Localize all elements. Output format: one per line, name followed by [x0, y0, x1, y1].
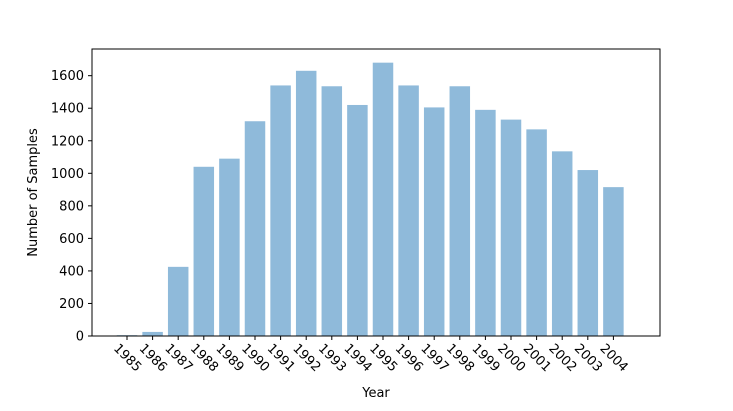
- bar-2003: [577, 170, 599, 336]
- x-tick-label: 1998: [443, 341, 477, 375]
- x-tick-label: 1985: [110, 341, 144, 375]
- x-tick-label: 2004: [597, 341, 631, 375]
- x-tick-label: 1991: [264, 341, 298, 375]
- y-tick-label: 1000: [51, 167, 84, 182]
- x-tick-label: 2000: [494, 341, 528, 375]
- x-tick-label: 1988: [187, 341, 221, 375]
- x-axis-label: Year: [361, 386, 390, 401]
- bar-1992: [295, 70, 317, 337]
- y-tick-label: 200: [59, 297, 84, 312]
- x-tick-label: 1987: [161, 341, 195, 375]
- bar-1990: [244, 121, 266, 337]
- x-tick-label: 2001: [520, 341, 554, 375]
- bar-2004: [603, 187, 624, 336]
- y-tick-label: 1400: [51, 102, 84, 117]
- y-tick-label: 1200: [51, 134, 84, 149]
- y-tick-label: 0: [76, 330, 84, 345]
- y-tick-label: 1600: [51, 69, 84, 84]
- y-tick-label: 800: [59, 199, 84, 214]
- x-tick-label: 1994: [341, 341, 375, 375]
- x-axis-ticks: 1985198619871988198919901991199219931994…: [110, 336, 631, 375]
- plot-frame: [91, 48, 661, 337]
- bar-2000: [500, 119, 522, 336]
- x-tick-label: 2003: [571, 341, 605, 375]
- bar-1998: [449, 86, 471, 336]
- x-tick-label: 1993: [315, 341, 349, 375]
- x-tick-label: 1995: [366, 341, 400, 375]
- x-tick-label: 1999: [469, 341, 503, 375]
- y-axis-label: Number of Samples: [26, 128, 41, 257]
- bar-2002: [551, 151, 573, 336]
- bars-group: [116, 62, 624, 337]
- x-tick-label: 1996: [392, 341, 426, 375]
- bar-1989: [219, 158, 240, 336]
- bar-2001: [526, 129, 547, 336]
- x-tick-label: 1986: [136, 341, 170, 375]
- y-tick-label: 600: [59, 232, 84, 247]
- x-tick-label: 1992: [289, 341, 323, 375]
- y-tick-label: 400: [59, 264, 84, 279]
- bar-1987: [167, 266, 189, 336]
- bar-1999: [475, 109, 496, 336]
- x-tick-label: 1989: [213, 341, 247, 375]
- x-tick-label: 1990: [238, 341, 272, 375]
- bar-1993: [321, 86, 343, 336]
- bar-1991: [270, 85, 291, 336]
- x-tick-label: 2002: [545, 341, 579, 375]
- bar-1996: [398, 85, 419, 336]
- bar-1997: [423, 107, 445, 336]
- y-axis-ticks: 0 200 400 600 800 1000 1200 1400 1600: [51, 69, 92, 345]
- bar-1986: [142, 331, 163, 336]
- bar-1994: [347, 104, 368, 336]
- bar-1995: [372, 62, 394, 337]
- bar-1988: [193, 166, 215, 336]
- x-tick-label: 1997: [417, 341, 451, 375]
